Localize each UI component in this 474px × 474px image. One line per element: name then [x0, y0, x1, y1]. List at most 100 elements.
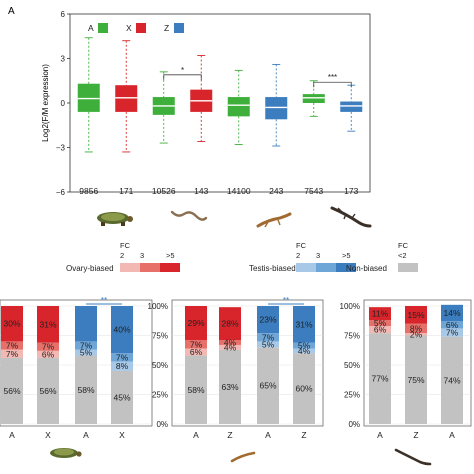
- y-axis-ticks: −6 −3 0 3 6: [56, 10, 70, 197]
- bar-segment-testis-fc5: [111, 306, 133, 354]
- non-biased-fc-tick: <2: [398, 251, 407, 260]
- stacked-bar-panel-turtle: 56%7%7%30%A56%6%7%31%X58%5%7%A45%8%7%40%…: [0, 296, 153, 440]
- bar-segment-ovary-fc2: [1, 349, 23, 358]
- data-label: 65%: [259, 381, 276, 391]
- significance-bracket: [313, 81, 352, 88]
- non-biased-label: Non-biased: [346, 264, 387, 273]
- data-label: 31%: [295, 319, 312, 329]
- y-tick-label: 6: [61, 10, 66, 19]
- testis-biased-fc-swatch: [336, 263, 356, 272]
- data-label: 60%: [295, 384, 312, 394]
- bar-segment-testis-fc5: [441, 304, 463, 322]
- y-tick-label: 75%: [344, 332, 360, 341]
- count-label: 7543: [304, 186, 323, 196]
- bar-segment-non-biased: [111, 370, 133, 424]
- bar-segment-ovary-fc3: [369, 320, 391, 327]
- x-tick-label: A: [193, 430, 199, 440]
- x-tick-label: A: [83, 430, 89, 440]
- y-tick-label: 25%: [152, 391, 168, 400]
- bar-segment-ovary-fc5: [219, 307, 241, 341]
- data-label: 8%: [410, 323, 423, 333]
- testis-biased-fc-title: FC: [296, 241, 307, 250]
- data-label: 74%: [443, 375, 460, 385]
- bar-segment-non-biased: [185, 355, 207, 424]
- x-tick-label: Z: [413, 430, 418, 440]
- bar-segment-testis-fc2: [257, 341, 279, 348]
- data-label: 40%: [113, 325, 130, 335]
- bar-segment-testis-fc3: [75, 341, 97, 350]
- box: [227, 97, 250, 117]
- data-label: 15%: [407, 310, 424, 320]
- bar-segment-ovary-fc2: [219, 344, 241, 350]
- data-label: 6%: [42, 349, 55, 359]
- count-label: 14100: [227, 186, 251, 196]
- data-label: 23%: [259, 315, 276, 325]
- data-label: 5%: [262, 339, 275, 349]
- bar-segment-ovary-fc3: [185, 340, 207, 349]
- data-label: 5%: [298, 341, 311, 351]
- x-tick-label: X: [45, 430, 51, 440]
- bar-segment-testis-fc3: [111, 353, 133, 362]
- ovary-biased-fc-swatch: [120, 263, 140, 272]
- bar-segment-ovary-fc2: [369, 326, 391, 334]
- data-label: 4%: [298, 346, 311, 356]
- data-label: 7%: [262, 332, 275, 342]
- data-label: 28%: [221, 319, 238, 329]
- x-tick-label: Z: [227, 430, 232, 440]
- data-label: 5%: [80, 348, 93, 358]
- data-label: 7%: [42, 342, 55, 352]
- snake-icon: [170, 210, 208, 221]
- data-label: 5%: [374, 318, 387, 328]
- ovary-biased-fc-tick: 2: [120, 251, 124, 260]
- bar-segment-ovary-fc3: [219, 340, 241, 345]
- box: [115, 85, 138, 112]
- bar-segment-non-biased: [257, 347, 279, 424]
- data-label: 30%: [3, 319, 20, 329]
- testis-biased-fc-tick: >5: [342, 251, 351, 260]
- boxes: [77, 37, 363, 153]
- x-tick-label: X: [119, 430, 125, 440]
- data-label: 6%: [190, 347, 203, 357]
- ovary-biased-fc-title: FC: [120, 241, 131, 250]
- testis-biased-fc-swatch: [316, 263, 336, 272]
- data-label: 7%: [6, 349, 19, 359]
- bar-segment-ovary-fc3: [37, 342, 59, 351]
- gecko-icon: [330, 206, 372, 228]
- data-label: 7%: [190, 339, 203, 349]
- bar-segment-testis-fc3: [441, 321, 463, 329]
- bar-segment-non-biased: [75, 355, 97, 424]
- bar-segment-non-biased: [369, 333, 391, 424]
- testis-biased-fc-tick: 2: [296, 251, 300, 260]
- legend-label: X: [126, 23, 132, 33]
- data-label: 2%: [410, 329, 423, 339]
- box: [77, 83, 100, 112]
- turtle-icon: [97, 212, 133, 226]
- testis-biased-fc-swatch: [296, 263, 316, 272]
- data-label: 7%: [116, 352, 129, 362]
- legend-swatch: [136, 23, 146, 33]
- non-biased-swatch: [398, 263, 418, 272]
- legend-swatch: [98, 23, 108, 33]
- data-label: 56%: [3, 386, 20, 396]
- gecko-icon: [394, 448, 432, 466]
- legend-label: Z: [164, 23, 169, 33]
- data-label: 45%: [113, 392, 130, 402]
- bar-segment-non-biased: [37, 357, 59, 424]
- non-biased-fc-title: FC: [398, 241, 409, 250]
- data-label: 56%: [39, 386, 56, 396]
- bar-segment-non-biased: [219, 349, 241, 424]
- testis-biased-label: Testis-biased: [249, 264, 296, 273]
- y-tick-label: 0%: [348, 420, 360, 429]
- legend-label: A: [88, 23, 94, 33]
- significance-label: **: [283, 296, 289, 305]
- box: [302, 94, 325, 103]
- bar-segment-ovary-fc2: [37, 350, 59, 358]
- bar-segment-ovary-fc3: [1, 341, 23, 350]
- y-tick-label: −3: [56, 144, 66, 153]
- count-label: 9856: [79, 186, 98, 196]
- y-tick-label: 75%: [152, 332, 168, 341]
- bar-segment-ovary-fc5: [185, 306, 207, 341]
- data-label: 7%: [446, 328, 459, 338]
- y-tick-label: 25%: [344, 391, 360, 400]
